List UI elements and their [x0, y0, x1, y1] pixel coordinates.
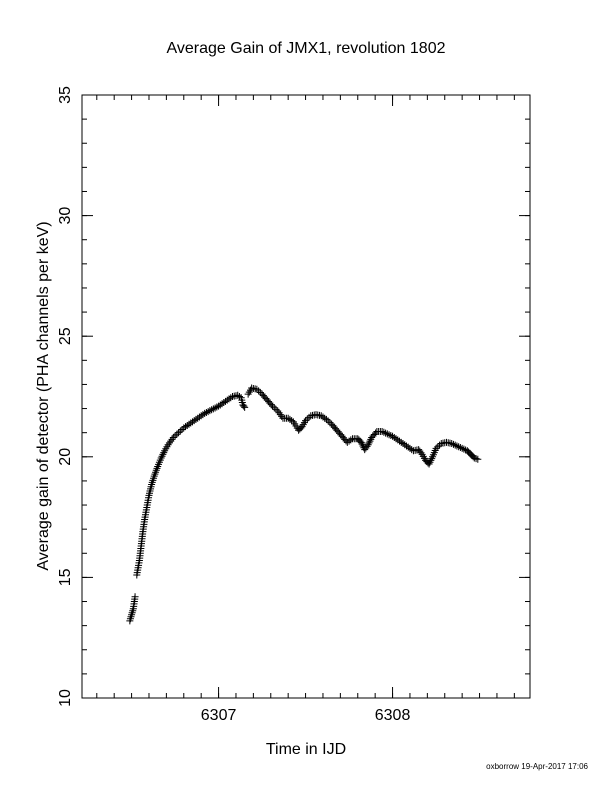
data-point-marker [274, 407, 282, 415]
data-point-marker [160, 449, 168, 457]
x-axis: 6307 6308 [201, 95, 411, 724]
data-point-marker [175, 429, 183, 437]
data-point-marker [131, 593, 139, 601]
data-point-marker [428, 455, 436, 463]
data-point-marker [449, 440, 457, 448]
data-point-marker [176, 427, 184, 435]
data-point-marker [432, 444, 440, 452]
data-point-marker [382, 429, 390, 437]
data-point-marker [164, 441, 172, 449]
data-point-marker [470, 454, 478, 462]
data-point-marker [235, 393, 243, 400]
data-point-marker [347, 436, 355, 444]
data-point-marker [434, 443, 442, 451]
data-point-marker [324, 417, 332, 425]
x-axis-label: Time in IJD [266, 741, 346, 758]
y-tick-label: 20 [57, 448, 74, 466]
data-point-marker [158, 452, 166, 460]
y-axis-label: Average gain of detector (PHA channels p… [35, 221, 52, 570]
data-point-marker [267, 401, 275, 409]
data-point-marker [272, 405, 280, 413]
data-point-marker [201, 409, 209, 417]
data-point-marker [208, 406, 216, 414]
data-point-marker [240, 402, 248, 410]
y-tick-label: 25 [57, 327, 74, 345]
data-point-marker [364, 441, 372, 449]
data-point-marker [425, 460, 433, 468]
data-point-marker [326, 419, 334, 427]
data-point-marker [380, 428, 388, 436]
data-point-marker [173, 430, 181, 438]
data-point-marker [426, 458, 434, 466]
data-point-marker [270, 404, 278, 412]
data-point-marker [159, 450, 167, 458]
data-point-marker [456, 444, 464, 452]
y-tick-label: 30 [57, 207, 74, 225]
data-point-marker [448, 440, 456, 448]
data-point-marker [365, 439, 373, 447]
data-point-marker [167, 437, 175, 445]
data-point-marker [385, 431, 393, 439]
data-point-marker [383, 430, 391, 438]
y-axis: 10 15 20 25 30 35 [57, 86, 530, 707]
data-point-marker [474, 455, 482, 463]
y-tick-label: 35 [57, 86, 74, 104]
data-point-marker [171, 432, 179, 440]
data-point-marker [157, 454, 165, 462]
data-point-marker [417, 449, 425, 457]
chart-title: Average Gain of JMX1, revolution 1802 [167, 40, 446, 57]
data-point-marker [278, 412, 286, 420]
data-point-marker [451, 441, 459, 449]
data-point-marker [253, 385, 261, 393]
x-tick-label: 6307 [201, 707, 237, 724]
data-point-marker [469, 453, 477, 461]
data-point-marker [288, 417, 296, 425]
data-point-marker [241, 403, 249, 411]
data-point-marker [302, 417, 310, 425]
data-point-marker [211, 404, 219, 412]
y-tick-label: 10 [57, 689, 74, 707]
data-point-marker [206, 407, 214, 415]
data-point-marker [372, 429, 380, 437]
footer-credit: oxborrow 19-Apr-2017 17:06 [486, 762, 588, 771]
data-point-marker [256, 388, 264, 396]
x-tick-label: 6308 [375, 707, 411, 724]
data-point-marker [209, 405, 217, 413]
data-point-marker [358, 440, 366, 448]
data-point-marker [275, 409, 283, 417]
data-points [126, 384, 482, 625]
data-point-marker [227, 394, 235, 402]
data-point-marker [322, 415, 330, 423]
data-point-marker [303, 415, 311, 423]
plot-frame [81, 94, 531, 699]
data-point-marker [378, 427, 386, 435]
data-point-marker [366, 437, 374, 445]
data-point-marker [458, 444, 466, 452]
data-point-marker [472, 455, 480, 463]
data-point-marker [460, 445, 468, 453]
data-point-marker [453, 442, 461, 450]
data-point-marker [255, 387, 263, 395]
data-point-marker [427, 456, 435, 464]
minor-ticks [82, 94, 530, 699]
data-point-marker [276, 411, 284, 419]
data-point-marker [169, 434, 177, 442]
data-point-marker [165, 439, 173, 447]
data-point-marker [455, 443, 463, 451]
data-point-marker [204, 408, 212, 416]
data-point-marker [202, 408, 210, 416]
data-point-marker [168, 435, 176, 443]
data-point-marker [357, 438, 365, 446]
data-point-marker [269, 402, 277, 410]
y-tick-label: 15 [57, 568, 74, 586]
